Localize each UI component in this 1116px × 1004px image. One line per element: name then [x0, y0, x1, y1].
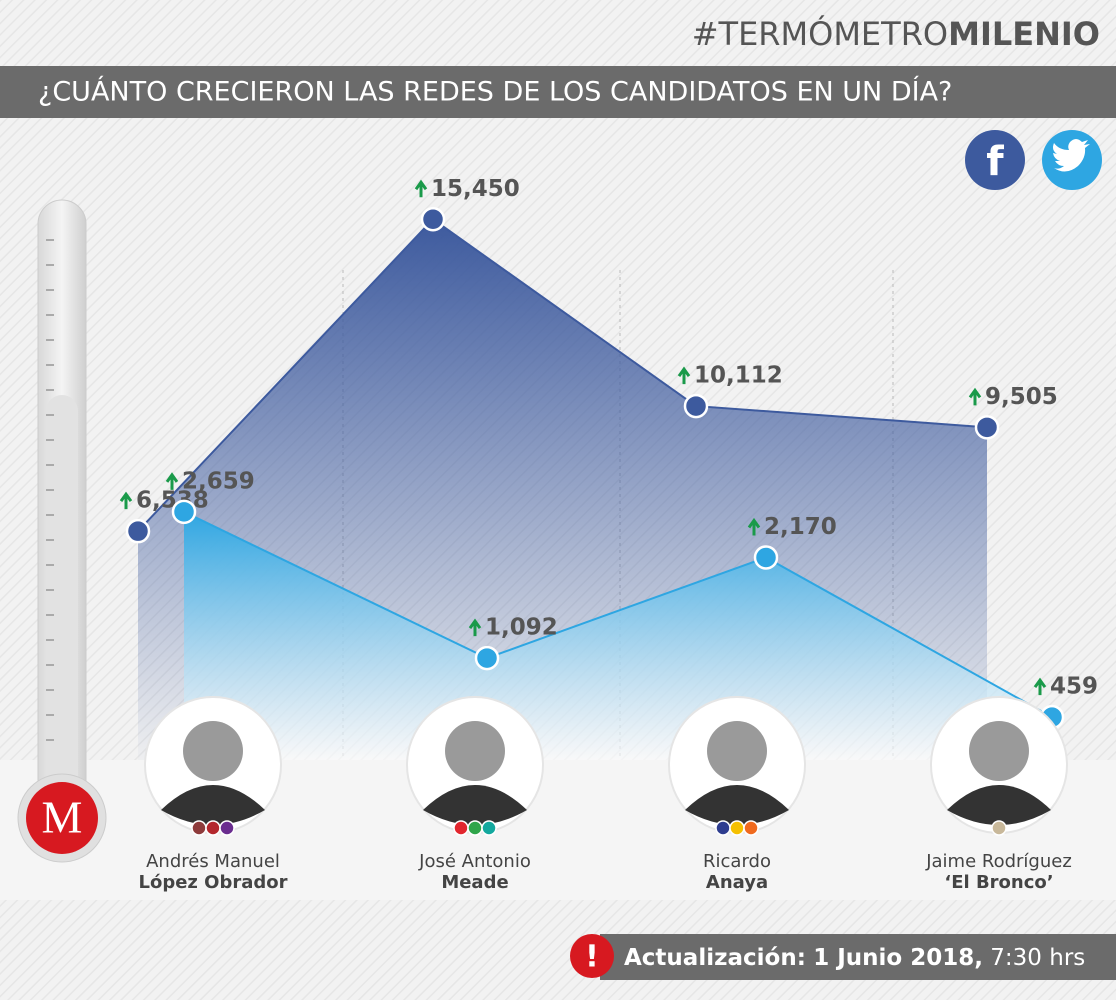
- candidate-last-name: ‘El Bronco’: [944, 872, 1053, 893]
- plot: 6,53815,45010,1129,5052,6591,0922,170459…: [119, 176, 1098, 893]
- photo-head: [445, 721, 505, 781]
- value-label: 2,170: [764, 514, 837, 540]
- photo-head: [707, 721, 767, 781]
- point: [974, 415, 1000, 440]
- party-dot: [219, 820, 235, 836]
- value-label: 1,092: [485, 615, 558, 641]
- photo-body: [685, 785, 789, 825]
- svg-text:!: !: [585, 940, 599, 975]
- point: [753, 545, 779, 570]
- brand-prefix: #TERMÓMETRO: [692, 14, 948, 53]
- footer: ! Actualización: 1 Junio 2018, 7:30 hrs: [570, 934, 1116, 980]
- up-arrow: [165, 472, 179, 490]
- value-label: 2,659: [182, 468, 255, 494]
- brand: #TERMÓMETROMILENIO: [692, 14, 1100, 53]
- footer-time: 7:30 hrs: [990, 945, 1085, 971]
- svg-text:f: f: [986, 139, 1004, 185]
- twitter-icon: [1042, 130, 1102, 190]
- candidate-first-name: Jaime Rodríguez: [925, 851, 1072, 872]
- photo-body: [423, 785, 527, 825]
- party-dot: [743, 820, 759, 836]
- line: [137, 217, 988, 532]
- chart-title: ¿CUÁNTO CRECIERON LAS REDES DE LOS CANDI…: [38, 76, 952, 108]
- brand-bold: MILENIO: [948, 15, 1100, 53]
- photo-head: [969, 721, 1029, 781]
- value-label: 9,505: [985, 384, 1058, 410]
- candidate-last-name: Anaya: [706, 872, 768, 893]
- thermometer: M: [17, 199, 107, 863]
- point: [683, 393, 709, 419]
- up-arrow: [1033, 677, 1047, 696]
- svg-text:M: M: [42, 792, 83, 843]
- party-dot: [467, 820, 483, 836]
- up-arrow: [747, 517, 761, 536]
- photo-body: [947, 785, 1051, 825]
- candidate-first-name: José Antonio: [418, 851, 531, 872]
- party-dot: [729, 820, 745, 836]
- line: [183, 510, 1053, 719]
- candidate-first-name: Ricardo: [703, 851, 771, 872]
- footer-label: Actualización:: [624, 945, 806, 971]
- up-arrow: [968, 387, 982, 406]
- up-arrow: [468, 618, 482, 637]
- up-arrow: [414, 179, 428, 198]
- photo-body: [161, 785, 265, 825]
- party-dot: [715, 820, 731, 836]
- point: [420, 207, 446, 232]
- party-dot: [481, 820, 497, 836]
- value-label: 15,450: [431, 176, 520, 202]
- party-dot: [991, 820, 1007, 836]
- point: [171, 499, 197, 525]
- up-arrow: [119, 491, 133, 510]
- point: [474, 645, 500, 671]
- value-label: 10,112: [694, 363, 783, 389]
- candidate-last-name: López Obrador: [138, 872, 287, 893]
- photo-head: [183, 721, 243, 781]
- svg-text:Actualización: 1 Junio 2018, 7: Actualización: 1 Junio 2018, 7:30 hrs: [624, 945, 1085, 971]
- party-dot: [205, 820, 221, 836]
- facebook-icon: f: [965, 130, 1025, 190]
- candidate-first-name: Andrés Manuel: [146, 851, 280, 872]
- area: [184, 511, 1052, 760]
- up-arrow: [677, 366, 691, 385]
- point: [125, 518, 151, 544]
- party-dot: [191, 820, 207, 836]
- party-dot: [453, 820, 469, 836]
- title-bar: [0, 66, 1116, 118]
- footer-date: 1 Junio 2018,: [813, 945, 983, 971]
- value-label: 459: [1050, 674, 1098, 700]
- candidate-last-name: Meade: [441, 872, 508, 893]
